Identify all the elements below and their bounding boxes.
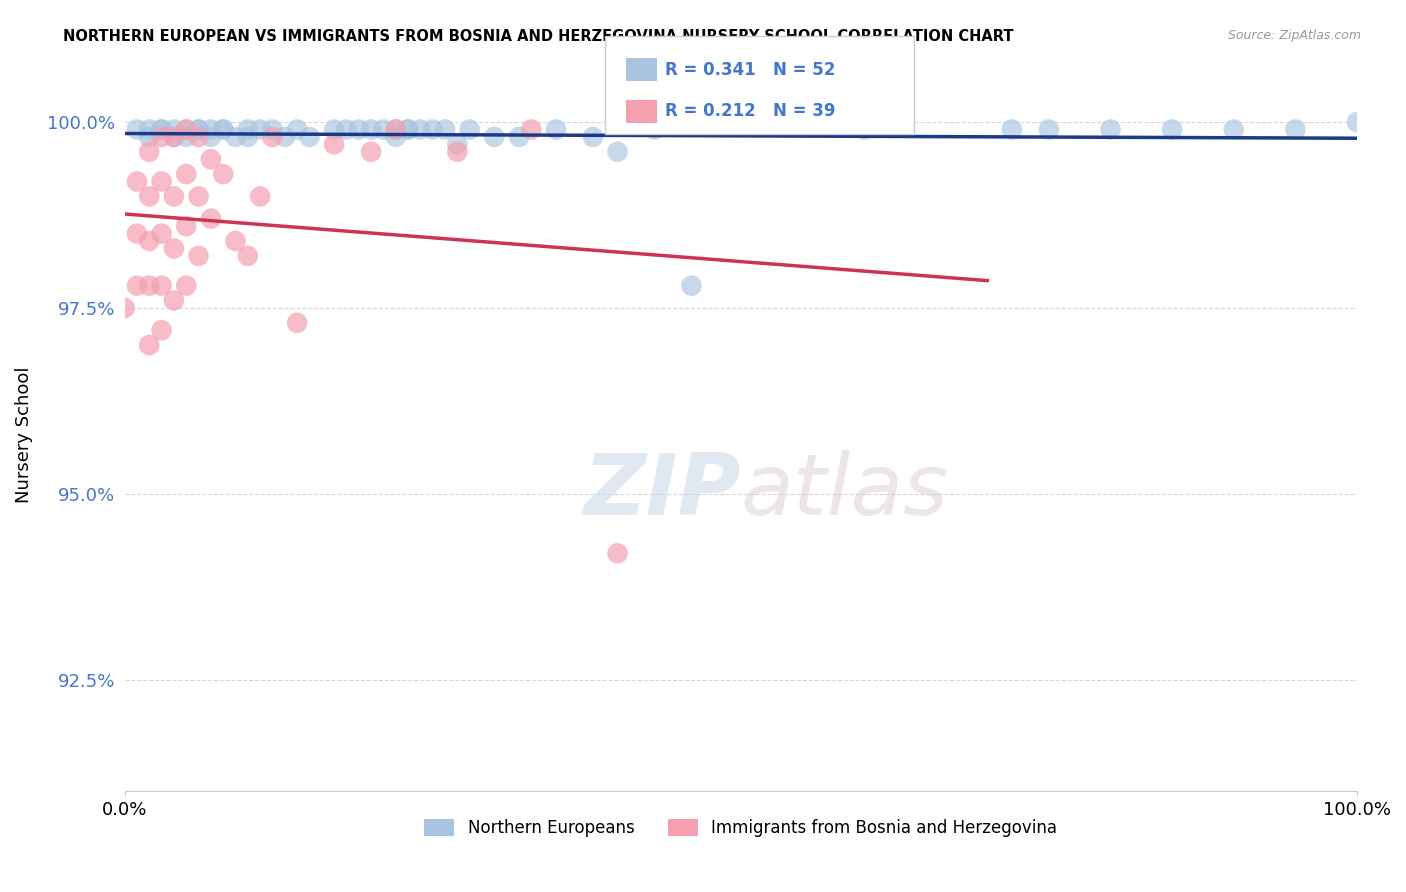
Point [396,122,419,136]
Point [446,137,468,152]
Point [1222,122,1244,136]
Point [249,189,271,203]
Point [150,175,173,189]
Point [1038,122,1060,136]
Point [285,316,308,330]
Point [212,167,235,181]
Point [138,145,160,159]
Text: ZIP: ZIP [583,450,741,533]
Point [163,242,186,256]
Point [853,122,876,136]
Point [200,211,222,226]
Point [409,122,432,136]
Point [163,189,186,203]
Point [1346,115,1368,129]
Point [582,130,605,145]
Point [125,278,148,293]
Point [212,122,235,136]
Point [150,130,173,145]
Text: R = 0.341   N = 52: R = 0.341 N = 52 [665,61,835,78]
Point [138,278,160,293]
Point [174,278,197,293]
Point [373,122,395,136]
Point [422,122,444,136]
Point [1001,122,1024,136]
Point [150,122,173,136]
Point [1284,122,1306,136]
Point [1099,122,1122,136]
Point [225,130,247,145]
Point [174,167,197,181]
Point [138,338,160,352]
Point [335,122,357,136]
Point [434,122,457,136]
Point [225,234,247,248]
Point [384,122,406,136]
Point [544,122,567,136]
Point [174,122,197,136]
Point [236,249,259,263]
Text: NORTHERN EUROPEAN VS IMMIGRANTS FROM BOSNIA AND HERZEGOVINA NURSERY SCHOOL CORRE: NORTHERN EUROPEAN VS IMMIGRANTS FROM BOS… [63,29,1014,44]
Point [323,122,346,136]
Point [262,130,284,145]
Text: Source: ZipAtlas.com: Source: ZipAtlas.com [1227,29,1361,42]
Point [446,145,468,159]
Point [187,122,209,136]
Point [384,130,406,145]
Point [396,122,419,136]
Point [163,122,186,136]
Point [150,323,173,337]
Point [606,145,628,159]
Point [114,301,136,315]
Point [125,227,148,241]
Y-axis label: Nursery School: Nursery School [15,366,32,502]
Point [384,122,406,136]
Point [1161,122,1184,136]
Point [360,145,382,159]
Point [138,130,160,145]
Point [200,122,222,136]
Point [681,278,703,293]
Point [644,122,666,136]
Point [323,137,346,152]
Legend: Northern Europeans, Immigrants from Bosnia and Herzegovina: Northern Europeans, Immigrants from Bosn… [418,812,1064,844]
Point [249,122,271,136]
Point [125,122,148,136]
Point [138,122,160,136]
Text: atlas: atlas [741,450,949,533]
Point [347,122,370,136]
Point [174,130,197,145]
Point [236,122,259,136]
Point [236,130,259,145]
Point [138,234,160,248]
Point [138,189,160,203]
Point [298,130,321,145]
Point [187,249,209,263]
Point [174,122,197,136]
Point [163,130,186,145]
Point [212,122,235,136]
Point [606,546,628,560]
Point [285,122,308,136]
Point [200,153,222,167]
Point [458,122,481,136]
Point [150,278,173,293]
Point [520,122,543,136]
Point [484,130,506,145]
Point [174,219,197,234]
Point [187,122,209,136]
Point [262,122,284,136]
Point [187,130,209,145]
Point [274,130,297,145]
Point [163,130,186,145]
Point [187,189,209,203]
Point [150,122,173,136]
Text: R = 0.212   N = 39: R = 0.212 N = 39 [665,103,835,120]
Point [360,122,382,136]
Point [125,175,148,189]
Point [200,130,222,145]
Point [508,130,530,145]
Point [150,227,173,241]
Point [163,293,186,308]
